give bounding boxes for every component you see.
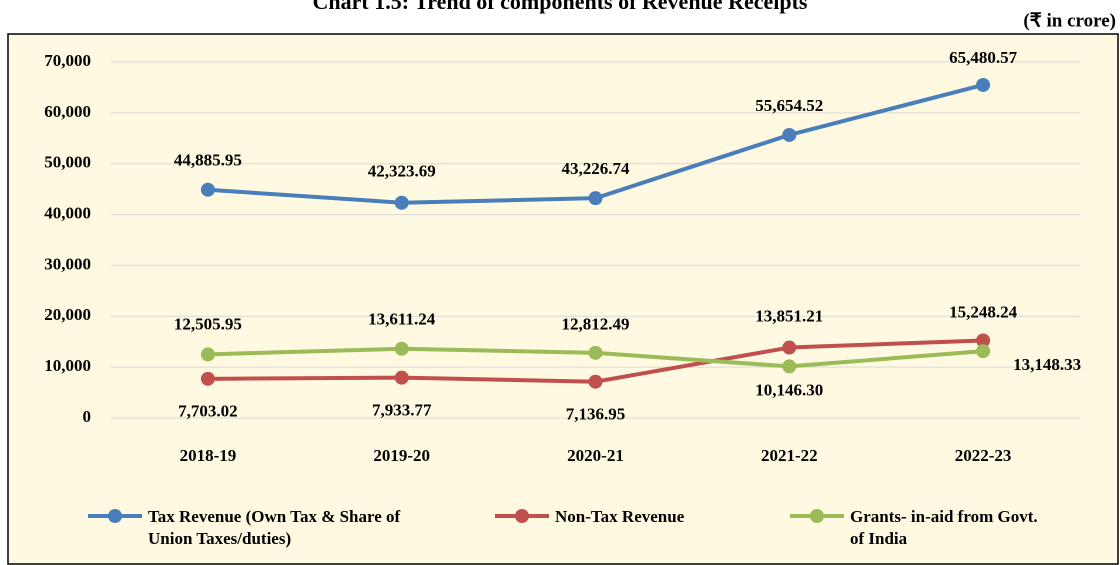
data-point bbox=[588, 374, 603, 389]
data-label: 13,611.24 bbox=[368, 310, 436, 329]
x-tick-label: 2021-22 bbox=[761, 446, 818, 465]
legend-label: Tax Revenue (Own Tax & Share of Union Ta… bbox=[148, 507, 401, 548]
legend-swatch bbox=[790, 506, 844, 526]
data-label: 7,703.02 bbox=[178, 402, 238, 421]
legend: Tax Revenue (Own Tax & Share of Union Ta… bbox=[0, 500, 1120, 560]
legend-item: Non-Tax Revenue bbox=[495, 506, 795, 528]
data-label: 7,933.77 bbox=[372, 401, 432, 420]
y-tick-label: 50,000 bbox=[44, 153, 91, 172]
data-label: 12,812.49 bbox=[562, 315, 630, 334]
data-point bbox=[200, 371, 215, 386]
legend-item: Grants- in-aid from Govt. of India bbox=[790, 506, 1050, 550]
legend-swatch bbox=[495, 506, 549, 526]
legend-label: Non-Tax Revenue bbox=[555, 507, 685, 526]
x-tick-label: 2019-20 bbox=[373, 446, 430, 465]
legend-marker bbox=[108, 509, 122, 523]
data-label: 42,323.69 bbox=[368, 162, 436, 181]
data-point bbox=[976, 344, 991, 359]
data-label: 7,136.95 bbox=[566, 405, 626, 424]
data-label: 12,505.95 bbox=[174, 314, 242, 333]
chart-frame bbox=[7, 33, 1119, 565]
data-label: 10,146.30 bbox=[755, 380, 823, 399]
data-point bbox=[782, 340, 797, 355]
y-tick-label: 30,000 bbox=[44, 254, 91, 273]
data-point bbox=[588, 191, 603, 206]
legend-label: Grants- in-aid from Govt. of India bbox=[850, 507, 1038, 548]
chart-subtitle: (₹ in crore) bbox=[1023, 10, 1116, 31]
legend-item: Tax Revenue (Own Tax & Share of Union Ta… bbox=[88, 506, 428, 550]
data-point bbox=[200, 347, 215, 362]
y-tick-label: 0 bbox=[83, 407, 92, 426]
data-point bbox=[394, 195, 409, 210]
data-point bbox=[588, 345, 603, 360]
y-tick-label: 60,000 bbox=[44, 102, 91, 121]
data-point bbox=[976, 77, 991, 92]
x-tick-label: 2018-19 bbox=[180, 446, 237, 465]
y-tick-label: 10,000 bbox=[44, 356, 91, 375]
data-label: 65,480.57 bbox=[949, 48, 1018, 67]
x-tick-label: 2022-23 bbox=[955, 446, 1012, 465]
data-label: 55,654.52 bbox=[755, 96, 823, 115]
y-tick-label: 40,000 bbox=[44, 203, 91, 222]
data-point bbox=[976, 333, 991, 348]
chart-title: Chart 1.5: Trend of components of Revenu… bbox=[313, 0, 808, 14]
data-point bbox=[782, 127, 797, 142]
legend-marker bbox=[515, 509, 529, 523]
data-label: 44,885.95 bbox=[174, 151, 242, 170]
data-point bbox=[782, 359, 797, 374]
legend-marker bbox=[810, 509, 824, 523]
data-label: 15,248.24 bbox=[949, 302, 1018, 321]
x-tick-label: 2020-21 bbox=[567, 446, 624, 465]
data-point bbox=[394, 341, 409, 356]
data-label: 43,226.74 bbox=[562, 159, 631, 178]
y-tick-label: 20,000 bbox=[44, 305, 91, 324]
data-point bbox=[394, 370, 409, 385]
data-label: 13,148.33 bbox=[1013, 355, 1081, 374]
y-tick-label: 70,000 bbox=[44, 51, 91, 70]
data-point bbox=[200, 182, 215, 197]
data-label: 13,851.21 bbox=[755, 306, 823, 325]
legend-swatch bbox=[88, 506, 142, 526]
